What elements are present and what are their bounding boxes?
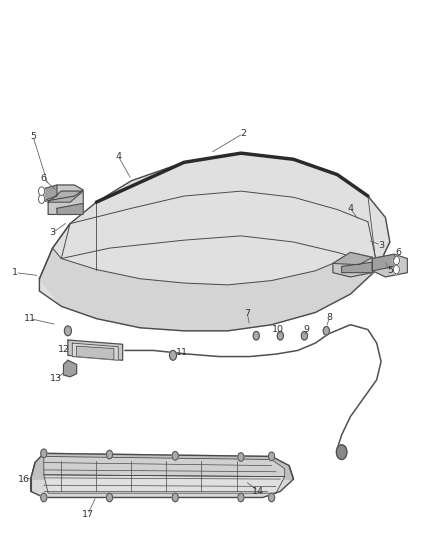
Circle shape [106, 493, 113, 502]
Polygon shape [333, 253, 372, 265]
Text: 11: 11 [176, 348, 188, 357]
Circle shape [172, 451, 178, 460]
Polygon shape [333, 253, 372, 277]
Polygon shape [68, 340, 123, 360]
Circle shape [172, 493, 178, 502]
Text: 3: 3 [378, 240, 384, 249]
Polygon shape [64, 360, 77, 377]
Circle shape [238, 493, 244, 502]
Polygon shape [48, 191, 83, 202]
Text: 3: 3 [49, 228, 56, 237]
Text: 6: 6 [41, 174, 47, 183]
Polygon shape [31, 454, 293, 479]
Circle shape [41, 493, 47, 502]
Circle shape [393, 265, 399, 274]
Circle shape [253, 332, 259, 340]
Circle shape [393, 256, 399, 265]
Circle shape [41, 449, 47, 458]
Polygon shape [48, 191, 83, 214]
Polygon shape [44, 456, 285, 477]
Polygon shape [39, 185, 83, 202]
Text: 7: 7 [244, 309, 251, 318]
Text: 8: 8 [326, 313, 332, 322]
Circle shape [336, 445, 347, 459]
Circle shape [268, 493, 275, 502]
Circle shape [323, 327, 329, 335]
Text: 9: 9 [304, 325, 310, 334]
Text: 13: 13 [50, 374, 62, 383]
Circle shape [39, 195, 45, 204]
Text: 11: 11 [24, 314, 36, 323]
Polygon shape [44, 475, 285, 493]
Circle shape [39, 187, 45, 196]
Circle shape [64, 326, 71, 336]
Text: 12: 12 [57, 345, 70, 354]
Polygon shape [77, 346, 114, 360]
Polygon shape [57, 204, 83, 214]
Polygon shape [39, 185, 57, 202]
Text: 14: 14 [252, 487, 265, 496]
Circle shape [268, 452, 275, 461]
Text: 16: 16 [18, 474, 30, 483]
Circle shape [106, 450, 113, 459]
Circle shape [277, 332, 283, 340]
Polygon shape [72, 343, 118, 360]
Text: 17: 17 [81, 510, 94, 519]
Polygon shape [39, 248, 377, 331]
Polygon shape [342, 262, 372, 272]
Polygon shape [372, 254, 407, 277]
Polygon shape [31, 454, 293, 497]
Circle shape [301, 332, 307, 340]
Polygon shape [372, 254, 394, 271]
Circle shape [238, 453, 244, 462]
Text: 6: 6 [396, 248, 402, 257]
Text: 1: 1 [12, 268, 18, 277]
Text: 4: 4 [115, 152, 121, 161]
Text: 4: 4 [347, 204, 353, 213]
Text: 5: 5 [387, 266, 393, 275]
Polygon shape [39, 153, 390, 331]
Text: 2: 2 [240, 129, 246, 138]
Text: 5: 5 [30, 132, 36, 141]
Text: 10: 10 [272, 325, 284, 334]
Circle shape [170, 350, 177, 360]
